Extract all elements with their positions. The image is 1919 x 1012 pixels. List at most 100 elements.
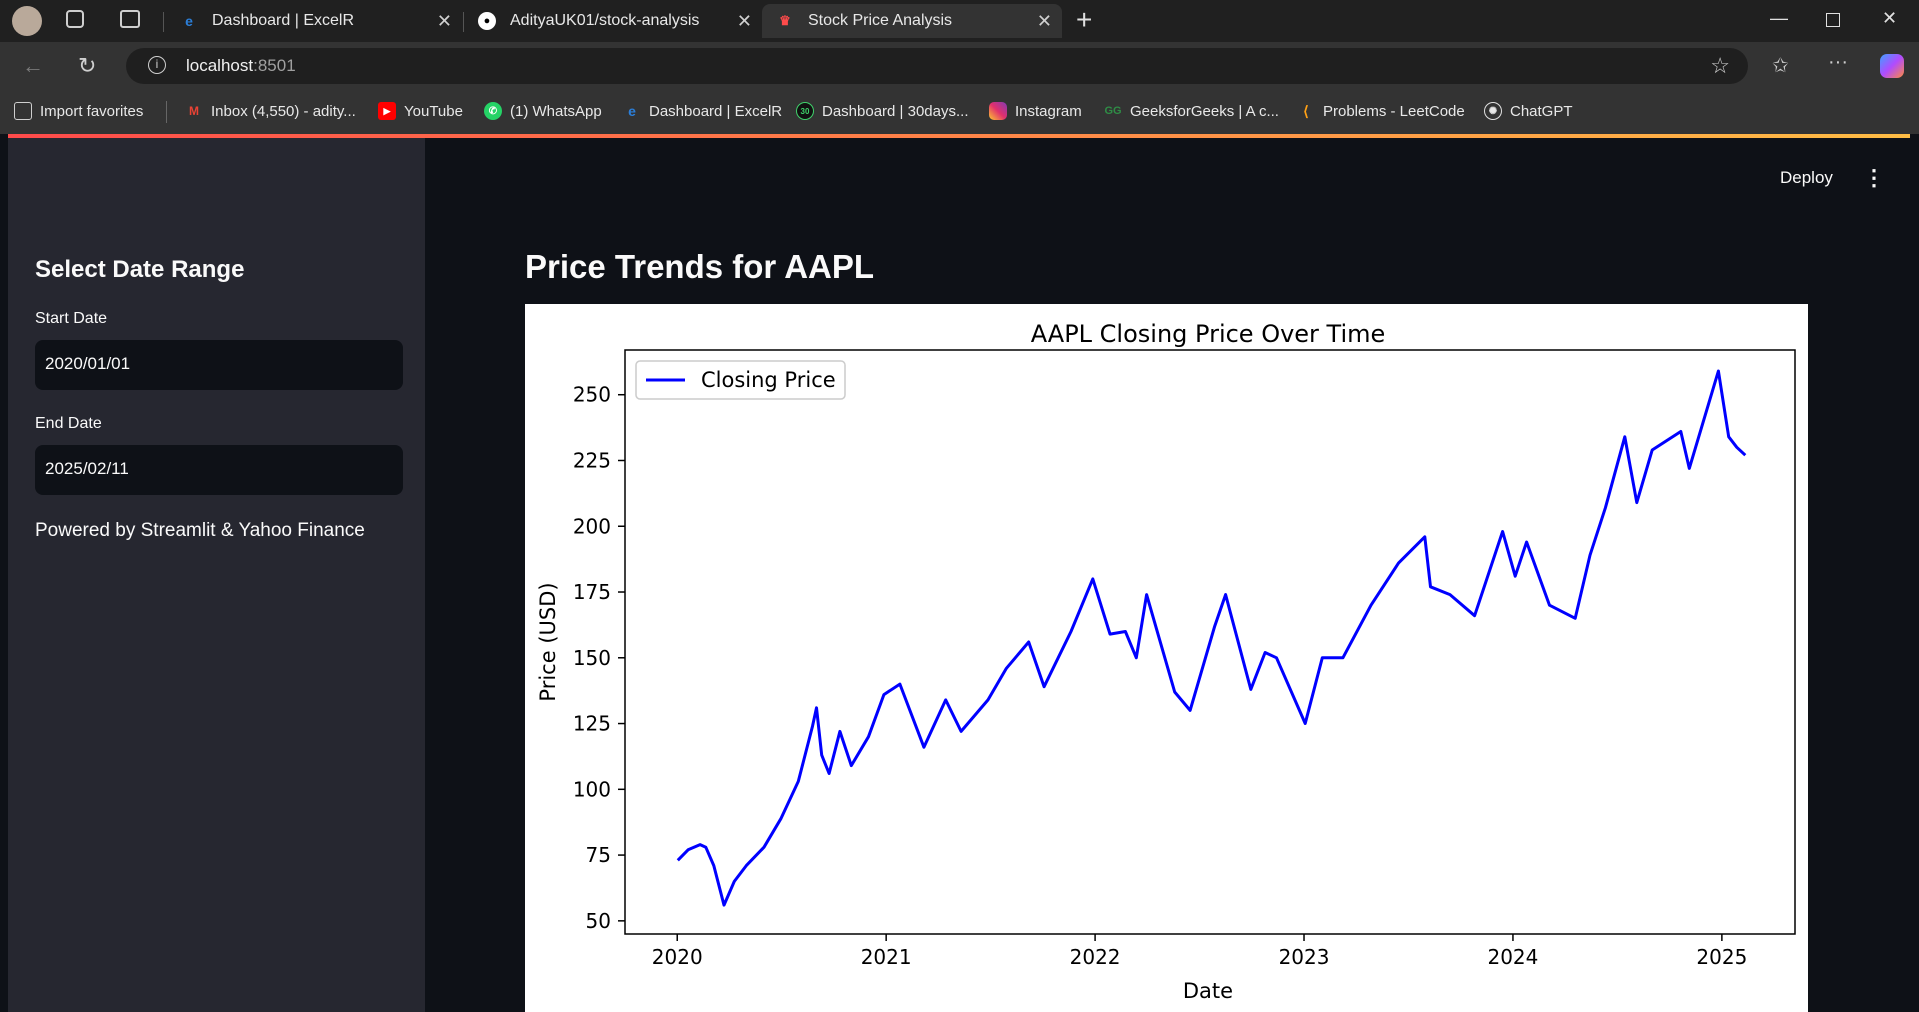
x-axis: 2020 2021 2022 2023 2024 2025 [652, 934, 1747, 969]
minimize-icon[interactable]: — [1770, 8, 1788, 28]
restore-icon[interactable] [1826, 13, 1840, 27]
more-options-icon[interactable]: ··· [1828, 51, 1848, 73]
bookmark-30days[interactable]: 30 Dashboard | 30days... [796, 102, 968, 120]
close-tab-icon[interactable]: ✕ [1036, 11, 1052, 31]
bookmark-leetcode[interactable]: ⟨ Problems - LeetCode [1297, 102, 1465, 120]
bookmark-label: (1) WhatsApp [510, 102, 602, 120]
y-tick-label: 250 [573, 383, 611, 407]
close-tab-icon[interactable]: ✕ [736, 11, 752, 31]
favorites-icon[interactable]: ✩ [1772, 55, 1789, 77]
bookmarks-bar: Import favorites M Inbox (4,550) - adity… [0, 92, 1919, 134]
start-date-input[interactable]: 2020/01/01 [35, 340, 403, 390]
y-tick-label: 225 [573, 448, 611, 472]
url-host: localhost [186, 56, 254, 75]
end-date-label: End Date [35, 415, 102, 432]
bookmark-label: Dashboard | ExcelR [649, 102, 783, 120]
gfg-icon: GG [1104, 105, 1122, 117]
bookmark-youtube[interactable]: ▶ YouTube [378, 102, 463, 120]
page-title: Price Trends for AAPL [525, 248, 875, 285]
favorite-star-icon[interactable]: ☆ [1710, 53, 1730, 78]
bookmark-label: ChatGPT [1510, 102, 1573, 120]
y-tick-label: 175 [573, 580, 611, 604]
price-chart: AAPL Closing Price Over Time 50 75 100 125 1… [525, 304, 1808, 1012]
bookmark-label: Inbox (4,550) - adity... [211, 102, 356, 120]
back-icon[interactable]: ← [22, 53, 44, 78]
y-tick-label: 50 [586, 909, 611, 933]
bookmark-label: GeeksforGeeks | A c... [1130, 102, 1279, 120]
bookmark-label: Import favorites [40, 102, 144, 120]
30days-icon: 30 [796, 102, 814, 120]
browser-tab-bar: e Dashboard | ExcelR ✕ ● AdityaUK01/stoc… [0, 0, 1919, 42]
x-axis-label: Date [1183, 979, 1233, 1003]
leetcode-icon: ⟨ [1303, 102, 1309, 119]
tab-title: Stock Price Analysis [808, 12, 953, 29]
bookmark-whatsapp[interactable]: ✆ (1) WhatsApp [484, 102, 602, 120]
reload-icon[interactable]: ↻ [78, 53, 97, 78]
whatsapp-icon: ✆ [484, 102, 502, 120]
x-tick-label: 2023 [1279, 945, 1330, 969]
powered-by-text: Powered by Streamlit & Yahoo Finance [35, 520, 365, 541]
bookmark-label: Problems - LeetCode [1323, 102, 1465, 120]
y-tick-label: 150 [573, 646, 611, 670]
gmail-icon: M [189, 104, 199, 118]
bookmark-instagram[interactable]: Instagram [989, 102, 1082, 120]
workspaces-icon[interactable] [66, 10, 84, 28]
import-icon [14, 102, 32, 120]
chart-legend: Closing Price [635, 360, 846, 400]
bookmark-label: YouTube [404, 102, 463, 120]
address-bar: ← ↻ i localhost:8501 ☆ ✩ ··· [0, 42, 1919, 92]
bookmark-excelr[interactable]: e Dashboard | ExcelR [623, 102, 782, 120]
tab-separator [163, 12, 164, 32]
x-tick-label: 2024 [1487, 945, 1538, 969]
youtube-icon: ▶ [378, 102, 396, 120]
bookmark-chatgpt[interactable]: ✺ ChatGPT [1484, 102, 1573, 120]
tab-github-stock-analysis[interactable]: ● AdityaUK01/stock-analysis ✕ [464, 4, 762, 38]
main-content: Deploy ⋮ Price Trends for AAPL AAPL Clos… [425, 138, 1919, 1012]
sidebar-title: Select Date Range [35, 256, 245, 283]
bookmark-import-favorites[interactable]: Import favorites [14, 102, 143, 120]
legend-label: Closing Price [701, 368, 836, 392]
copilot-icon[interactable] [1880, 54, 1904, 78]
tab-stock-price-analysis[interactable]: ♛ Stock Price Analysis ✕ [762, 4, 1062, 38]
profile-avatar[interactable] [12, 6, 42, 36]
url-text: localhost:8501 [186, 56, 296, 76]
plot-frame [624, 349, 1796, 935]
tab-dashboard-excelr[interactable]: e Dashboard | ExcelR ✕ [166, 4, 462, 38]
start-date-label: Start Date [35, 310, 108, 327]
sidebar: Select Date Range Start Date 2020/01/01 … [8, 138, 425, 1012]
tab-separator [463, 12, 464, 32]
vertical-tabs-icon[interactable] [120, 10, 140, 28]
instagram-icon [989, 102, 1007, 120]
x-tick-label: 2025 [1696, 945, 1747, 969]
y-axis: 50 75 100 125 150 175 200 225 250 [573, 383, 625, 933]
tab-title: AdityaUK01/stock-analysis [510, 12, 700, 29]
github-icon: ● [478, 12, 496, 30]
close-window-icon[interactable]: ✕ [1882, 8, 1898, 28]
bookmark-separator [166, 101, 167, 123]
bookmark-label: Dashboard | 30days... [822, 102, 969, 120]
app-header-decoration [8, 134, 1910, 138]
kebab-menu-icon[interactable]: ⋮ [1863, 165, 1885, 190]
url-port: :8501 [253, 56, 296, 75]
x-tick-label: 2020 [652, 945, 703, 969]
bookmark-label: Instagram [1015, 102, 1082, 120]
x-tick-label: 2022 [1070, 945, 1121, 969]
legend-box [635, 360, 846, 400]
y-tick-label: 200 [573, 514, 611, 538]
new-tab-icon[interactable]: + [1076, 4, 1093, 35]
chatgpt-icon: ✺ [1484, 102, 1502, 120]
streamlit-icon: ♛ [779, 13, 791, 28]
site-info-icon[interactable]: i [148, 56, 166, 74]
bookmark-geeksforgeeks[interactable]: GG GeeksforGeeks | A c... [1104, 102, 1279, 120]
chart-title: AAPL Closing Price Over Time [1031, 320, 1386, 348]
y-tick-label: 125 [573, 712, 611, 736]
deploy-button[interactable]: Deploy [1780, 168, 1833, 187]
chart-svg: AAPL Closing Price Over Time 50 75 100 125 1… [536, 320, 1796, 1003]
x-tick-label: 2021 [861, 945, 912, 969]
close-tab-icon[interactable]: ✕ [436, 11, 452, 31]
tab-title: Dashboard | ExcelR [212, 12, 354, 29]
url-input[interactable]: i localhost:8501 ☆ [126, 48, 1748, 84]
bookmark-gmail[interactable]: M Inbox (4,550) - adity... [185, 102, 356, 120]
excelr-icon: e [185, 13, 193, 29]
end-date-input[interactable]: 2025/02/11 [35, 445, 403, 495]
